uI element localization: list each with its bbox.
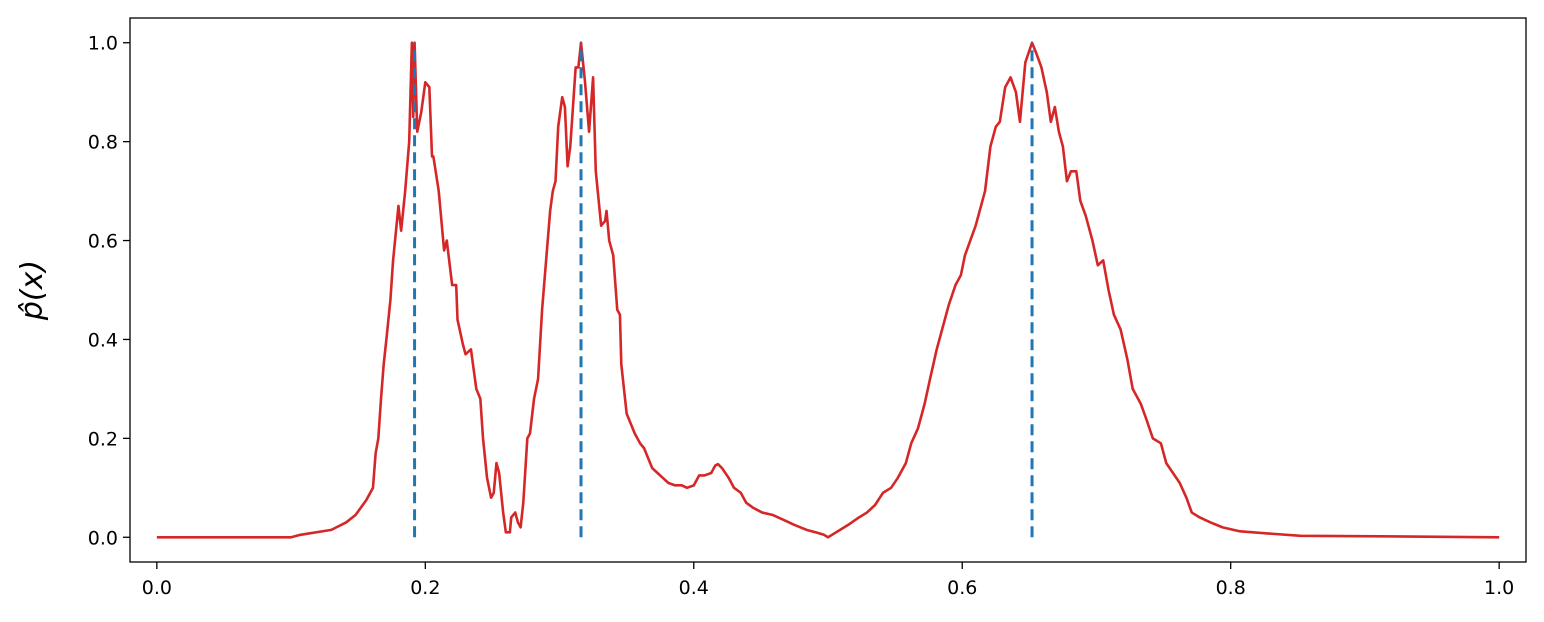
data-line — [156, 41, 1500, 539]
y-tick-label: 1.0 — [88, 33, 118, 55]
x-tick-label: 0.0 — [142, 577, 172, 599]
y-tick-label: 0.0 — [88, 527, 118, 549]
y-tick-label: 0.6 — [88, 231, 118, 253]
x-tick-label: 1.0 — [1484, 577, 1514, 599]
plot-frame — [129, 17, 1527, 563]
x-tick-label: 0.6 — [947, 577, 977, 599]
y-tick-label: 0.8 — [88, 132, 118, 154]
y-axis-label: p̂(x) — [15, 260, 50, 321]
x-tick-label: 0.8 — [1216, 577, 1246, 599]
y-tick-label: 0.2 — [88, 428, 118, 450]
x-tick-label: 0.2 — [410, 577, 440, 599]
y-tick-label: 0.4 — [88, 329, 118, 351]
x-tick-label: 0.4 — [679, 577, 709, 599]
